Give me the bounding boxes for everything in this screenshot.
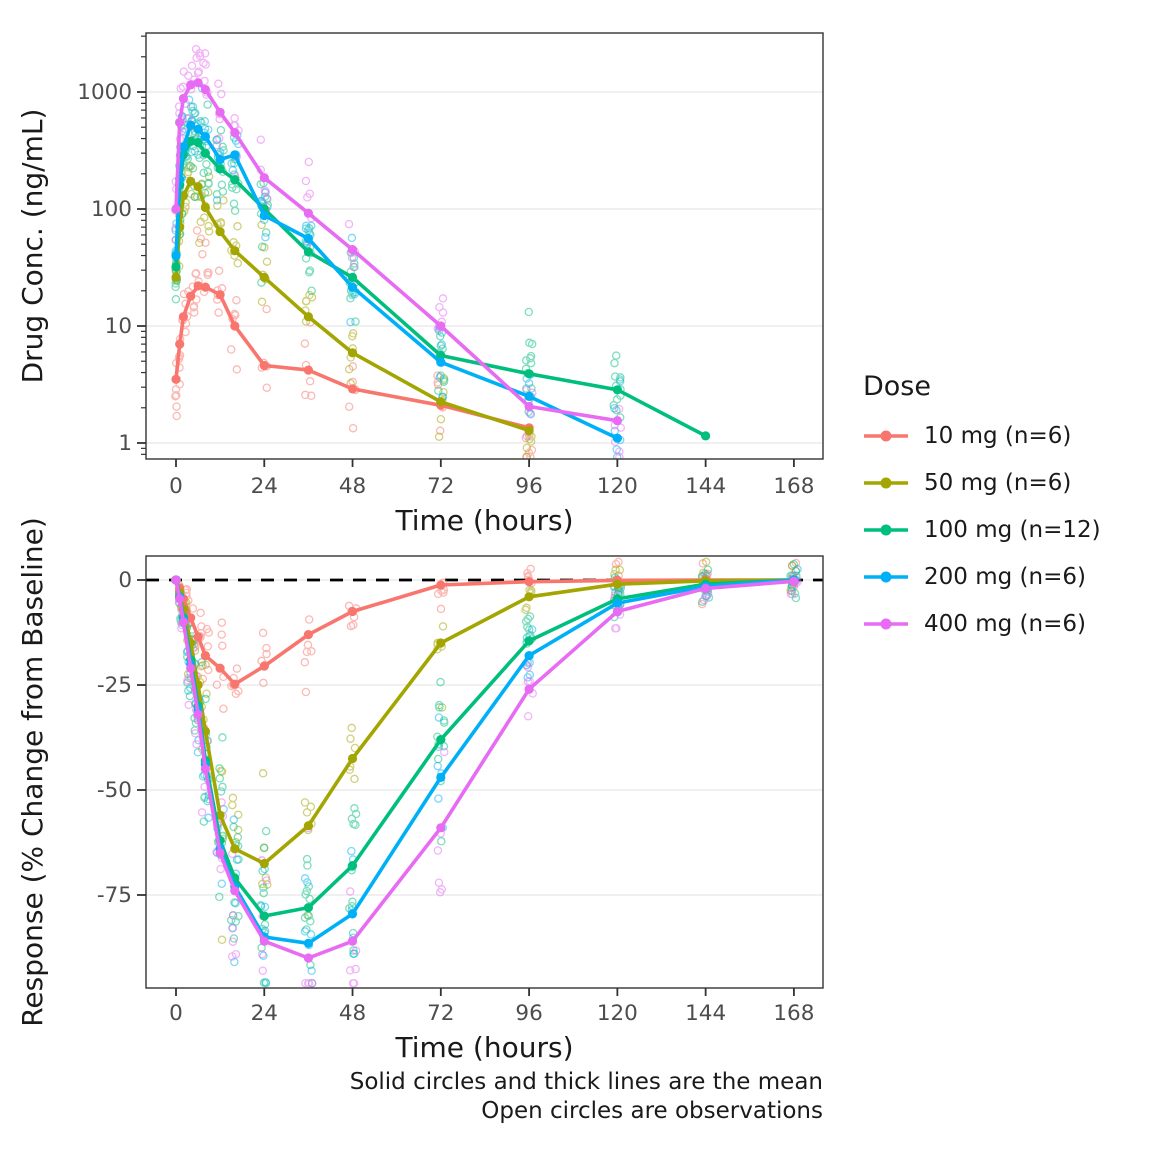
x-tick-label: 72 xyxy=(427,474,454,499)
x-tick-label: 0 xyxy=(169,474,183,499)
y-tick-label: -50 xyxy=(97,778,132,803)
dose-legend: Dose 10 mg (n=6) 50 mg (n=6) 100 mg (n=12)… xyxy=(863,371,1101,638)
concentration-gridlines xyxy=(146,91,823,444)
legend-item-label: 10 mg (n=6) xyxy=(924,423,1072,449)
legend-item-100mg: 100 mg (n=12) xyxy=(863,517,1101,543)
concentration-chart: 1 10 100 1000 0 24 48 72 96 120 144 168 Time (hours)… xyxy=(16,32,824,537)
x-tick-label: 96 xyxy=(515,474,542,499)
x-tick-label: 168 xyxy=(773,1001,814,1026)
x-tick-label: 120 xyxy=(597,474,638,499)
response-chart: 0 -25 -50 -75 0 24 48 72 96 120 144 168 Time (hours)… xyxy=(16,517,824,1064)
legend-title: Dose xyxy=(863,371,931,402)
concentration-x-axis-title: Time (hours) xyxy=(395,504,574,537)
mean-line-400mg-concentration xyxy=(171,78,623,426)
concentration-axes: 1 10 100 1000 0 24 48 72 96 120 144 168 xyxy=(77,35,814,499)
y-tick-label: 10 xyxy=(105,314,132,339)
caption-line-1: Solid circles and thick lines are the me… xyxy=(349,1069,823,1095)
x-tick-label: 72 xyxy=(427,1001,454,1026)
y-tick-label: -75 xyxy=(97,883,132,908)
mean-line-400mg-response xyxy=(171,575,799,963)
legend-key-icon xyxy=(864,430,908,442)
y-tick-label: 0 xyxy=(118,568,132,593)
legend-key-icon xyxy=(864,524,908,536)
x-tick-label: 24 xyxy=(251,1001,278,1026)
legend-item-10mg: 10 mg (n=6) xyxy=(863,423,1101,449)
legend-item-50mg: 50 mg (n=6) xyxy=(863,470,1101,496)
legend-items: 10 mg (n=6) 50 mg (n=6) 100 mg (n=12) 200 m… xyxy=(863,423,1101,637)
caption-line-2: Open circles are observations xyxy=(481,1098,823,1124)
response-y-axis-title: Response (% Change from Baseline) xyxy=(16,517,49,1027)
x-tick-label: 144 xyxy=(685,1001,726,1026)
mean-line-50mg-concentration xyxy=(171,176,534,436)
legend-key-icon xyxy=(864,477,908,489)
mean-line-10mg-concentration xyxy=(171,281,534,433)
legend-item-200mg: 200 mg (n=6) xyxy=(863,564,1101,590)
x-tick-label: 48 xyxy=(339,1001,366,1026)
y-tick-label: 100 xyxy=(91,197,132,222)
observations-100mg-response xyxy=(171,560,801,988)
legend-key-icon xyxy=(864,571,908,583)
pd-panel xyxy=(145,555,824,989)
x-tick-label: 48 xyxy=(339,474,366,499)
concentration-y-axis-title: Drug Conc. (ng/mL) xyxy=(16,109,49,384)
pk-panel xyxy=(145,32,824,460)
x-tick-label: 120 xyxy=(597,1001,638,1026)
legend-item-label: 100 mg (n=12) xyxy=(924,517,1101,543)
x-tick-label: 144 xyxy=(685,474,726,499)
caption: Solid circles and thick lines are the me… xyxy=(350,1068,823,1126)
legend-item-400mg: 400 mg (n=6) xyxy=(863,611,1101,637)
response-axes: 0 -25 -50 -75 0 24 48 72 96 120 144 168 xyxy=(97,568,815,1026)
legend-item-label: 50 mg (n=6) xyxy=(924,470,1072,496)
x-tick-label: 24 xyxy=(251,474,278,499)
mean-line-50mg-response xyxy=(171,575,799,869)
y-tick-label: 1000 xyxy=(77,80,132,105)
x-tick-label: 96 xyxy=(515,1001,542,1026)
legend-item-label: 200 mg (n=6) xyxy=(924,564,1086,590)
mean-line-200mg-concentration xyxy=(171,120,623,443)
x-tick-label: 168 xyxy=(773,474,814,499)
legend-item-label: 400 mg (n=6) xyxy=(924,611,1086,637)
legend-key-icon xyxy=(864,618,908,630)
y-tick-label: 1 xyxy=(118,431,132,456)
x-tick-label: 0 xyxy=(169,1001,183,1026)
y-tick-label: -25 xyxy=(97,673,132,698)
response-gridlines xyxy=(146,579,823,896)
response-x-axis-title: Time (hours) xyxy=(395,1031,574,1064)
